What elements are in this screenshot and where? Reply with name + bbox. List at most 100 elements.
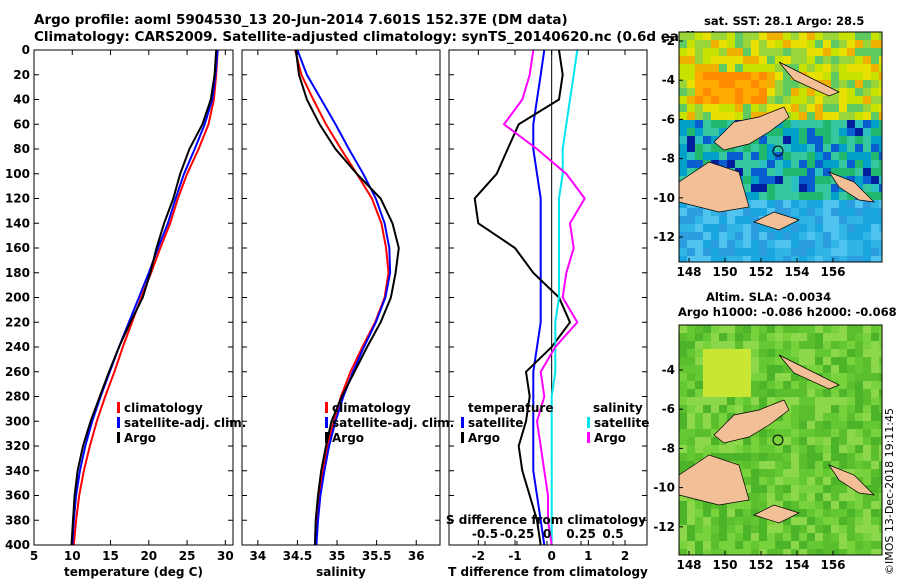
map-cell bbox=[863, 509, 871, 517]
map-cell bbox=[863, 365, 871, 373]
map-cell bbox=[775, 200, 783, 208]
map-cell bbox=[767, 365, 775, 373]
map-cell bbox=[767, 200, 775, 208]
map-cell bbox=[855, 168, 863, 176]
map-cell bbox=[863, 40, 871, 48]
map-cell bbox=[751, 232, 759, 240]
map-cell bbox=[775, 421, 783, 429]
map-cell bbox=[879, 120, 882, 128]
map-cell bbox=[807, 421, 815, 429]
map-cell bbox=[823, 389, 831, 397]
map-cell bbox=[751, 184, 759, 192]
top-axis-label: S difference from climatology bbox=[446, 513, 646, 527]
map-cell bbox=[831, 48, 839, 56]
map-cell bbox=[855, 349, 863, 357]
map-cell bbox=[735, 325, 743, 333]
map-cell bbox=[695, 373, 703, 381]
legend-entry-swatch bbox=[461, 432, 464, 443]
y-tick-label: 340 bbox=[5, 464, 30, 478]
map-cell bbox=[815, 152, 823, 160]
map-cell bbox=[863, 437, 871, 445]
map-cell bbox=[735, 80, 743, 88]
map-cell bbox=[799, 240, 807, 248]
map-cell bbox=[711, 365, 719, 373]
map-cell bbox=[847, 365, 855, 373]
map-cell bbox=[815, 381, 823, 389]
map-cell bbox=[743, 485, 751, 493]
map-lat-label: -12 bbox=[653, 520, 675, 534]
map-cell bbox=[879, 168, 882, 176]
map-cell bbox=[815, 461, 823, 469]
map-cell bbox=[807, 200, 815, 208]
map-cell bbox=[703, 96, 711, 104]
map-cell bbox=[719, 56, 727, 64]
map-cell bbox=[751, 509, 759, 517]
map-cell bbox=[759, 240, 767, 248]
map-cell bbox=[711, 112, 719, 120]
map-cell bbox=[791, 80, 799, 88]
axes-frame bbox=[33, 49, 234, 546]
map-cell bbox=[775, 397, 783, 405]
map-cell bbox=[759, 72, 767, 80]
map-cell bbox=[823, 341, 831, 349]
map-cell bbox=[879, 192, 882, 200]
map-cell bbox=[703, 501, 711, 509]
map-cell bbox=[855, 200, 863, 208]
map-cell bbox=[847, 104, 855, 112]
map-cell bbox=[687, 96, 695, 104]
map-cell bbox=[799, 200, 807, 208]
map-cell bbox=[703, 104, 711, 112]
map-cell bbox=[807, 48, 815, 56]
map-cell bbox=[695, 72, 703, 80]
map-cell bbox=[719, 349, 727, 357]
map-cell bbox=[711, 509, 719, 517]
map-cell bbox=[847, 40, 855, 48]
map-cell bbox=[791, 88, 799, 96]
map-cell bbox=[743, 445, 751, 453]
map-cell bbox=[791, 248, 799, 256]
map-cell bbox=[783, 541, 791, 549]
map-cell bbox=[783, 136, 791, 144]
map-cell bbox=[775, 357, 783, 365]
map-cell bbox=[799, 96, 807, 104]
map-cell bbox=[735, 349, 743, 357]
map-cell bbox=[863, 136, 871, 144]
map-cell bbox=[687, 421, 695, 429]
map-cell bbox=[863, 445, 871, 453]
map-cell bbox=[727, 517, 735, 525]
map-cell bbox=[783, 96, 791, 104]
map-cell bbox=[807, 453, 815, 461]
map-cell bbox=[855, 533, 863, 541]
map-cell bbox=[807, 485, 815, 493]
map-cell bbox=[807, 461, 815, 469]
map-cell bbox=[823, 120, 831, 128]
map-cell bbox=[791, 533, 799, 541]
map-cell bbox=[831, 365, 839, 373]
map-cell bbox=[815, 357, 823, 365]
map-cell bbox=[783, 477, 791, 485]
map-cell bbox=[847, 421, 855, 429]
map-cell bbox=[719, 32, 727, 40]
map-cell bbox=[767, 501, 775, 509]
map-cell bbox=[879, 48, 882, 56]
map-cell bbox=[839, 112, 847, 120]
map-cell bbox=[807, 469, 815, 477]
map-cell bbox=[727, 365, 735, 373]
map-lat-label: -10 bbox=[653, 481, 675, 495]
figure-title-line1: Argo profile: aoml 5904530_13 20-Jun-201… bbox=[34, 12, 568, 28]
map-cell bbox=[863, 112, 871, 120]
map-cell bbox=[839, 248, 847, 256]
map-cell bbox=[831, 429, 839, 437]
map-cell bbox=[775, 160, 783, 168]
map-cell bbox=[767, 333, 775, 341]
map-cell bbox=[703, 56, 711, 64]
map-cell bbox=[799, 477, 807, 485]
map-cell bbox=[879, 56, 882, 64]
map-cell bbox=[767, 389, 775, 397]
x-axis-label: temperature (deg C) bbox=[64, 565, 203, 579]
map-cell bbox=[807, 397, 815, 405]
map-cell bbox=[759, 389, 767, 397]
map-cell bbox=[687, 160, 695, 168]
map-cell bbox=[879, 541, 882, 549]
map-cell bbox=[831, 397, 839, 405]
